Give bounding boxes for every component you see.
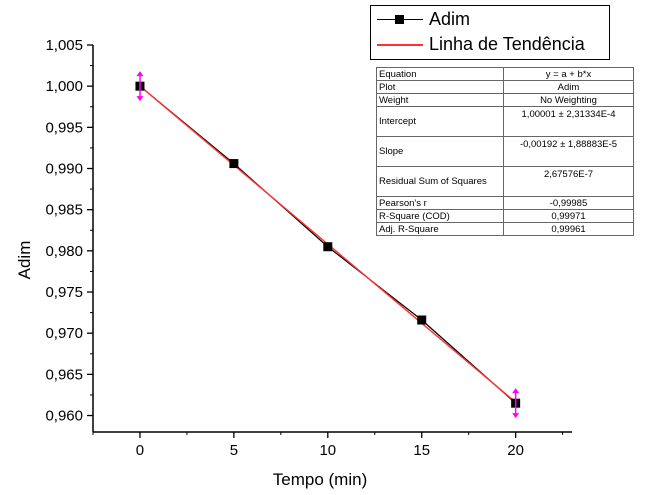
y-tick-label: 0,965 xyxy=(45,366,83,383)
table-value: 0,99971 xyxy=(503,209,634,223)
legend-square-marker xyxy=(395,15,404,24)
table-row: Adj. R-Square 0,99961 xyxy=(376,222,634,236)
table-value: 2,67576E-7 xyxy=(503,166,634,197)
y-tick-label: 0,990 xyxy=(45,161,83,178)
table-value: 0,99961 xyxy=(503,222,634,236)
x-tick-label: 10 xyxy=(319,442,336,459)
error-bar-cap xyxy=(512,413,520,419)
table-value: 1,00001 ± 2,31334E-4 xyxy=(503,106,634,137)
y-tick-label: 0,960 xyxy=(45,408,83,425)
error-bar-cap xyxy=(512,388,520,394)
table-row: Plot Adim xyxy=(376,80,634,94)
table-key: Slope xyxy=(376,136,504,167)
table-value: No Weighting xyxy=(503,93,634,107)
x-tick-label: 15 xyxy=(413,442,430,459)
x-tick-label: 5 xyxy=(230,442,238,459)
legend-item-trend: Linha de Tendência xyxy=(371,33,609,57)
table-key: Intercept xyxy=(376,106,504,137)
ticks: 0 5 10 15 20 1,005 1,000 0,995 0,990 0,985 0,980 0,… xyxy=(45,37,564,459)
table-key: Residual Sum of Squares xyxy=(376,166,504,197)
y-tick-label: 0,985 xyxy=(45,202,83,219)
x-tick-label: 20 xyxy=(507,442,524,459)
table-key: Weight xyxy=(376,93,504,107)
x-axis-title: Tempo (min) xyxy=(273,470,367,489)
table-key: Pearson's r xyxy=(376,196,504,210)
table-value: -0,00192 ± 1,88883E-5 xyxy=(503,136,634,167)
table-row: Slope -0,00192 ± 1,88883E-5 xyxy=(376,136,634,167)
table-key: Plot xyxy=(376,80,504,94)
legend: Adim Linha de Tendência xyxy=(370,5,610,60)
legend-item-adim: Adim xyxy=(371,8,609,32)
error-bar-cap xyxy=(136,71,144,77)
error-bar-cap xyxy=(136,96,144,102)
y-tick-label: 1,005 xyxy=(45,37,83,54)
table-key: Equation xyxy=(376,67,504,81)
legend-label-trend: Linha de Tendência xyxy=(429,34,585,54)
y-tick-label: 1,000 xyxy=(45,78,83,95)
y-tick-label: 0,980 xyxy=(45,243,83,260)
table-row: Intercept 1,00001 ± 2,31334E-4 xyxy=(376,106,634,137)
table-row: Equation y = a + b*x xyxy=(376,67,634,81)
data-point-marker xyxy=(229,159,239,169)
legend-red-line-swatch xyxy=(377,44,423,46)
table-row: Pearson's r -0,99985 xyxy=(376,196,634,210)
data-point-marker xyxy=(417,315,427,325)
axes xyxy=(92,45,572,433)
y-axis-title: Adim xyxy=(15,241,34,280)
series-layer xyxy=(135,71,521,419)
table-value: -0,99985 xyxy=(503,196,634,210)
table-value: Adim xyxy=(503,80,634,94)
table-key: R-Square (COD) xyxy=(376,209,504,223)
x-tick-label: 0 xyxy=(136,442,144,459)
y-tick-label: 0,975 xyxy=(45,284,83,301)
fit-results-table: Equation y = a + b*x Plot Adim Weight No… xyxy=(376,67,634,236)
y-tick-label: 0,970 xyxy=(45,325,83,342)
y-tick-label: 0,995 xyxy=(45,119,83,136)
table-row: R-Square (COD) 0,99971 xyxy=(376,209,634,223)
data-point-marker xyxy=(323,242,333,252)
table-value: y = a + b*x xyxy=(503,67,634,81)
table-key: Adj. R-Square xyxy=(376,222,504,236)
table-row: Residual Sum of Squares 2,67576E-7 xyxy=(376,166,634,197)
table-row: Weight No Weighting xyxy=(376,93,634,107)
legend-label-adim: Adim xyxy=(429,9,471,29)
